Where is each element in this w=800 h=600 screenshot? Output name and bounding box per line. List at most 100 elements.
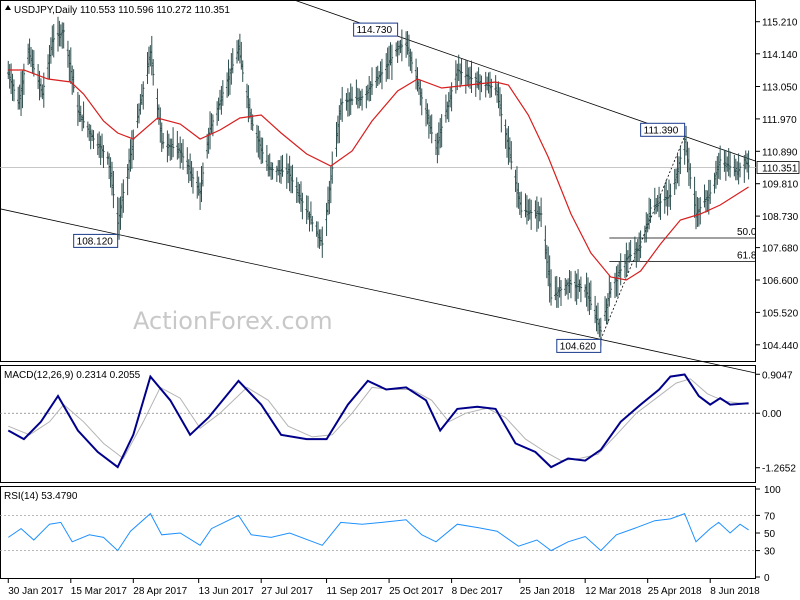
ohlc-bar — [709, 179, 712, 204]
swing-annotation-box — [73, 233, 119, 248]
macd-panel: 0.9047 0.00 -1.2652 — [0, 370, 796, 475]
ohlc-bar — [82, 101, 85, 129]
rsi-axis-label: 30 — [764, 547, 776, 558]
ohlc-bar — [122, 179, 125, 213]
swing-annotation-3: 104.620 — [556, 338, 602, 353]
macd-axis-label: 0.9047 — [762, 370, 793, 381]
watermark: ActionForex.com — [133, 307, 333, 335]
ohlc-bar — [589, 280, 593, 311]
price-axis-label: 113.050 — [762, 83, 798, 94]
rsi-header-text: RSI(14) 53.4790 — [4, 491, 78, 502]
ohlc-bar — [102, 145, 105, 168]
x-axis-label: 13 Jun 2017 — [199, 586, 254, 597]
ohlc-bar — [470, 60, 473, 93]
channel-lower-line — [0, 208, 757, 374]
price-panel-frame — [0, 0, 756, 362]
ohlc-bar — [291, 164, 294, 194]
price-axis-label: 105.520 — [762, 308, 799, 319]
rsi-axis-label: 100 — [764, 485, 781, 496]
ohlc-bar — [62, 22, 65, 49]
ohlc-bar — [649, 198, 652, 223]
x-axis-label: 8 Jun 2018 — [710, 586, 760, 597]
ohlc-bar — [500, 94, 503, 133]
ohlc-bar — [738, 162, 742, 178]
rsi-axis-label: 0 — [764, 573, 770, 584]
ohlc-bar — [311, 215, 314, 232]
fib-label-0: 50.0 — [737, 227, 757, 238]
x-axis-label: 25 Jan 2018 — [520, 586, 575, 597]
x-axis-label: 15 Mar 2017 — [71, 586, 128, 597]
price-header: USDJPY,Daily 110.553 110.596 110.272 110… — [5, 5, 230, 16]
ohlc-bar — [689, 163, 692, 189]
price-axis-label: 106.600 — [762, 276, 799, 287]
ohlc-bar — [639, 230, 642, 259]
ohlc-bar — [152, 59, 155, 86]
price-axis-label: 107.680 — [762, 244, 799, 255]
price-axis-label: 114.140 — [762, 50, 798, 61]
ohlc-bar — [728, 151, 732, 178]
ohlc-bar — [52, 24, 55, 58]
swing-annotation-label: 108.120 — [77, 236, 114, 247]
ohlc-bar — [400, 29, 404, 62]
ohlc-bar — [221, 80, 225, 106]
ohlc-bar — [699, 197, 702, 225]
ohlc-bar — [231, 48, 234, 74]
x-axis-label: 27 Jul 2017 — [261, 586, 313, 597]
price-header-text: USDJPY,Daily 110.553 110.596 110.272 110… — [14, 5, 230, 16]
price-axis-label: 111.970 — [762, 115, 797, 126]
ohlc-bar — [619, 253, 622, 286]
ohlc-bar — [301, 192, 304, 220]
macd-line — [7, 373, 749, 469]
ohlc-bar — [72, 69, 75, 93]
x-axis-label: 28 Apr 2017 — [133, 586, 187, 597]
swing-annotation-1: 111.390 — [640, 122, 686, 137]
ohlc-bar — [569, 271, 573, 299]
ohlc-bar — [460, 58, 463, 85]
fib-leg-line — [600, 136, 686, 340]
ohlc-bar — [410, 51, 414, 74]
ohlc-bar — [609, 281, 612, 298]
ohlc-bar — [331, 151, 334, 184]
ohlc-bar — [350, 86, 354, 106]
ohlc-bar — [271, 162, 274, 180]
ohlc-bar — [112, 170, 115, 209]
rsi-line — [8, 512, 749, 552]
ohlc-bar — [281, 154, 284, 177]
swing-annotation-0: 114.730 — [353, 22, 399, 37]
ohlc-bar — [22, 63, 26, 95]
ohlc-bar — [669, 183, 672, 210]
ohlc-bar — [142, 81, 145, 110]
macd-header-text: MACD(12,26,9) 0.2314 0.2055 — [4, 370, 141, 381]
ohlc-bar — [340, 86, 344, 122]
ohlc-bar — [747, 150, 750, 180]
price-axis-label: 110.890 — [762, 147, 798, 158]
ohlc-bar — [539, 197, 543, 227]
swing-annotation-2: 108.120 — [73, 233, 119, 248]
ohlc-bar — [251, 114, 254, 131]
x-axis-label: 11 Sep 2017 — [327, 586, 383, 597]
swing-annotation-box — [353, 22, 399, 37]
rsi-axis-label: 70 — [764, 511, 776, 522]
ohlc-bar — [420, 88, 423, 116]
ohlc-bar — [430, 114, 433, 144]
last-price-tag: 110.351 — [756, 161, 800, 174]
ohlc-bar — [181, 139, 185, 170]
ohlc-bar — [629, 239, 632, 262]
rsi-panel-frame — [0, 486, 756, 579]
ohlc-bar — [520, 191, 523, 219]
ohlc-bar — [718, 145, 722, 180]
x-axis-label: 8 Dec 2017 — [452, 586, 504, 597]
ohlc-bar — [241, 60, 244, 82]
last-price-tag-box — [756, 161, 800, 174]
x-axis-label: 30 Jan 2017 — [8, 586, 63, 597]
ohlc-bar — [390, 44, 394, 81]
price-axis-label: 115.210 — [762, 18, 798, 29]
collapse-arrow-icon — [5, 5, 11, 10]
ohlc-bar — [559, 280, 563, 307]
price-axis-label: 108.730 — [762, 212, 799, 223]
ohlc-bar — [659, 194, 662, 220]
swing-annotation-label: 114.730 — [357, 25, 393, 36]
x-axis: 30 Jan 2017 15 Mar 2017 28 Apr 2017 13 Jun … — [7, 579, 760, 597]
ohlc-bar — [201, 162, 205, 187]
